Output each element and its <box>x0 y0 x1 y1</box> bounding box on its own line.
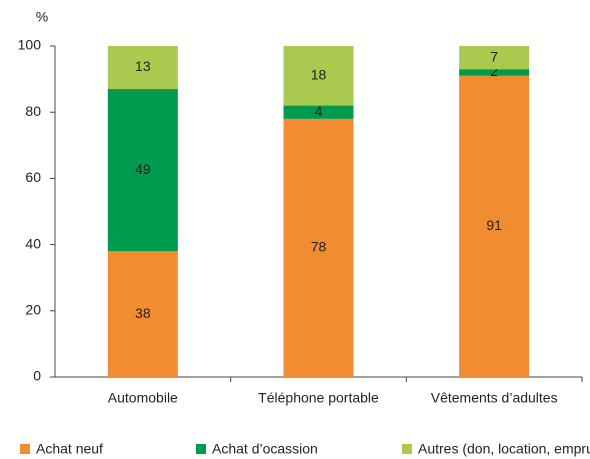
legend-label: Achat d’ocassion <box>212 441 318 457</box>
y-tick-label: 40 <box>25 235 41 251</box>
y-tick-label: 100 <box>18 37 42 53</box>
bar-segment <box>459 46 530 70</box>
bar-segment <box>459 69 530 76</box>
x-tick-label: Vêtements d’adultes <box>431 390 558 406</box>
data-label: 4 <box>315 103 323 119</box>
data-label: 13 <box>135 58 151 74</box>
bar-segment <box>283 105 354 119</box>
legend-swatch <box>402 444 412 454</box>
y-axis-label: % <box>36 9 48 25</box>
x-tick-label: Téléphone portable <box>258 390 379 406</box>
x-tick-label: Automobile <box>108 390 178 406</box>
data-label: 7 <box>490 48 498 64</box>
y-tick-label: 60 <box>25 169 41 185</box>
data-label: 49 <box>135 161 151 177</box>
bar-segment <box>107 46 178 90</box>
y-tick-label: 20 <box>25 302 41 318</box>
data-label: 18 <box>311 66 327 82</box>
bar-segment <box>107 251 178 377</box>
data-label: 2 <box>490 63 498 79</box>
data-label: 78 <box>311 239 327 255</box>
legend-swatch <box>20 444 30 454</box>
data-label: 38 <box>135 305 151 321</box>
y-tick-label: 0 <box>33 368 41 384</box>
bar-segment <box>459 75 530 377</box>
legend-label: Achat neuf <box>36 441 103 457</box>
legend-label: Autres (don, location, emprunt…) <box>418 441 590 457</box>
legend-swatch <box>196 444 206 454</box>
bar-segment <box>283 46 354 106</box>
bar-segment <box>107 89 178 252</box>
data-label: 91 <box>486 217 502 233</box>
y-tick-label: 80 <box>25 103 41 119</box>
bar-segment <box>283 118 354 377</box>
